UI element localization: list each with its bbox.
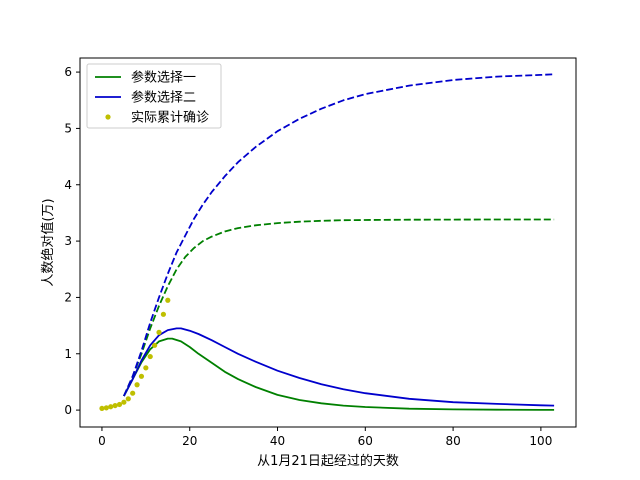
scatter-point	[156, 329, 162, 335]
x-tick-label: 80	[445, 434, 460, 448]
scatter-points	[99, 297, 171, 412]
y-tick-label: 4	[64, 178, 72, 192]
series-line-1	[123, 337, 555, 411]
legend-label-series-2: 参数选择二	[131, 90, 196, 106]
scatter-point	[152, 342, 158, 348]
y-axis-ticks: 0 1 2 3 4 5 6	[64, 65, 80, 417]
y-tick-label: 1	[64, 347, 72, 361]
y-tick-label: 0	[64, 403, 72, 417]
legend-label-scatter: 实际累计确诊	[131, 111, 209, 126]
y-tick-label: 6	[64, 65, 72, 79]
scatter-point	[112, 402, 118, 409]
scatter-point	[143, 365, 149, 371]
legend-swatch-scatter	[105, 114, 111, 120]
scatter-point	[130, 390, 136, 396]
legend: 参数选择一 参数选择二 实际累计确诊	[86, 63, 222, 129]
series-line-4	[123, 73, 555, 397]
series-line-2	[123, 327, 555, 407]
legend-box	[86, 63, 222, 129]
scatter-point	[116, 401, 123, 408]
y-tick-label: 3	[64, 234, 72, 248]
legend-label-series-1: 参数选择一	[131, 70, 196, 86]
x-tick-label: 100	[529, 434, 552, 448]
scatter-point	[103, 405, 109, 411]
scatter-point	[125, 396, 131, 402]
scatter-point	[138, 373, 145, 379]
y-tick-label: 5	[64, 121, 72, 135]
x-tick-label: 0	[98, 434, 106, 448]
y-axis-label: 人数绝对值(万)	[40, 198, 56, 286]
x-tick-label: 40	[270, 434, 285, 448]
series-line-3	[123, 218, 555, 397]
x-axis-label: 从1月21日起经过的天数	[257, 453, 399, 469]
scatter-point	[108, 404, 114, 410]
x-tick-label: 20	[182, 434, 197, 448]
scatter-point	[134, 382, 140, 388]
series-lines	[123, 73, 555, 411]
scatter-point	[99, 405, 105, 412]
x-tick-label: 60	[358, 434, 373, 448]
scatter-point	[160, 311, 166, 317]
scatter-point	[121, 399, 127, 405]
scatter-point	[165, 297, 171, 303]
y-tick-label: 2	[64, 290, 72, 304]
x-axis-ticks: 0 20 40 60 80 100	[98, 427, 552, 448]
scatter-point	[147, 353, 153, 360]
plot-frame	[79, 57, 577, 428]
